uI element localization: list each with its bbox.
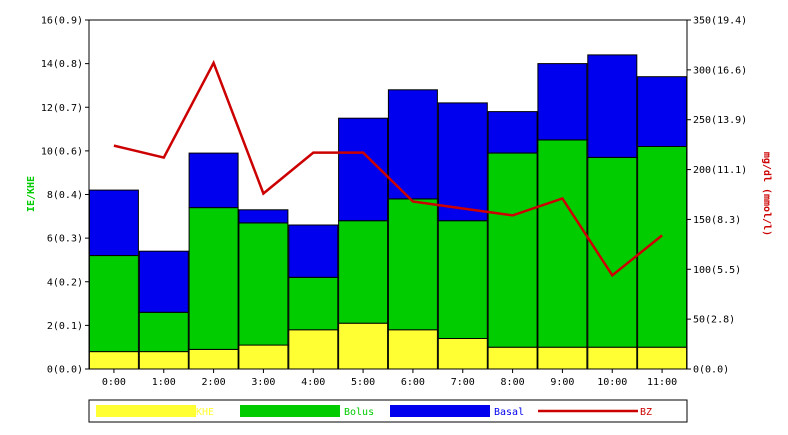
bz-line-group [113, 59, 663, 278]
legend-label-basal: Basal [494, 407, 524, 418]
bar-basal-9 [537, 63, 588, 141]
bz-line [113, 59, 663, 278]
legend-label-khe: KHE [196, 407, 214, 418]
bar-bolus-6 [387, 198, 438, 331]
bar-bolus-7 [437, 220, 488, 339]
x-tick-label: 1:00 [152, 377, 176, 388]
y-tick-label: 12(0.7) [41, 103, 83, 114]
y-tick-label: 8(0.4) [47, 190, 83, 201]
y2-tick-label: 0(0.0) [693, 365, 729, 376]
y2-tick-label: 250(13.9) [693, 115, 747, 126]
legend-label-bz: BZ [640, 407, 652, 418]
y-axis-label: IE/KHE [26, 176, 37, 212]
legend-swatch-basal [390, 405, 490, 417]
bar-khe-11 [637, 346, 688, 370]
legend-swatch-khe [96, 405, 196, 417]
bar-khe-6 [387, 329, 438, 370]
y2-tick-label: 300(16.6) [693, 65, 747, 76]
y-tick-label: 14(0.8) [41, 59, 83, 70]
bar-basal-8 [487, 111, 538, 154]
x-tick-label: 0:00 [102, 377, 126, 388]
x-tick-label: 7:00 [451, 377, 475, 388]
legend-label-bolus: Bolus [344, 407, 374, 418]
x-tick-label: 10:00 [597, 377, 627, 388]
y-tick-label: 4(0.2) [47, 277, 83, 288]
y-tick-label: 0(0.0) [47, 365, 83, 376]
bar-khe-2 [188, 348, 239, 370]
bar-bolus-9 [537, 139, 588, 348]
x-tick-label: 3:00 [251, 377, 275, 388]
bar-khe-0 [88, 351, 139, 370]
bar-khe-1 [138, 351, 189, 370]
bar-khe-3 [238, 344, 289, 370]
bar-bolus-5 [338, 220, 389, 324]
bar-bolus-1 [138, 311, 189, 353]
bar-khe-9 [537, 346, 588, 370]
x-tick-label: 8:00 [501, 377, 525, 388]
bar-group [88, 54, 688, 370]
y-tick-label: 16(0.9) [41, 16, 83, 27]
y-tick-label: 6(0.3) [47, 234, 83, 245]
y-tick-label: 10(0.6) [41, 146, 83, 157]
bar-bolus-2 [188, 207, 239, 350]
bar-basal-1 [138, 250, 189, 313]
bar-khe-4 [288, 329, 339, 370]
y2-tick-label: 50(2.8) [693, 315, 735, 326]
x-tick-label: 11:00 [647, 377, 677, 388]
bar-basal-4 [288, 224, 339, 278]
bar-basal-0 [88, 189, 139, 257]
y2-tick-label: 150(8.3) [693, 215, 741, 226]
y2-tick-label: 350(19.4) [693, 16, 747, 27]
y2-axis-label: mg/dl (mmol/l) [761, 152, 772, 236]
bar-basal-3 [238, 209, 289, 224]
bar-khe-7 [437, 338, 488, 370]
bar-bolus-11 [637, 146, 688, 348]
bar-bolus-0 [88, 255, 139, 353]
x-axis-ticks: 0:00 1:00 2:00 3:00 4:00 5:00 6:00 7:00 8:00 9:00… [102, 369, 677, 388]
bar-basal-11 [637, 76, 688, 147]
legend-box [88, 399, 688, 423]
bar-basal-6 [387, 89, 438, 200]
x-tick-label: 4:00 [301, 377, 325, 388]
y-tick-label: 2(0.1) [47, 321, 83, 332]
legend-swatch-bolus [240, 405, 340, 417]
legend: KHE Bolus Basal BZ [96, 405, 652, 418]
left-axis-ticks: 0(0.0) 2(0.1) 4(0.2) 6(0.3) 8(0.4) 10(0.6) 12(… [41, 16, 89, 376]
bar-khe-10 [587, 346, 638, 370]
bar-khe-8 [487, 346, 538, 370]
y2-tick-label: 100(5.5) [693, 265, 741, 276]
bar-bolus-4 [288, 276, 339, 331]
x-tick-label: 5:00 [351, 377, 375, 388]
bar-bolus-8 [487, 152, 538, 348]
bar-bolus-10 [587, 156, 638, 348]
bar-basal-10 [587, 54, 638, 158]
bar-khe-5 [338, 322, 389, 370]
x-tick-label: 9:00 [550, 377, 574, 388]
x-tick-label: 2:00 [202, 377, 226, 388]
x-tick-label: 6:00 [401, 377, 425, 388]
right-axis-ticks: 0(0.0) 50(2.8) 100(5.5) 150(8.3) 200(11.1) 25… [687, 16, 747, 376]
y2-tick-label: 200(11.1) [693, 165, 747, 176]
bar-bolus-3 [238, 222, 289, 346]
bar-basal-2 [188, 152, 239, 209]
bar-basal-7 [437, 102, 488, 222]
